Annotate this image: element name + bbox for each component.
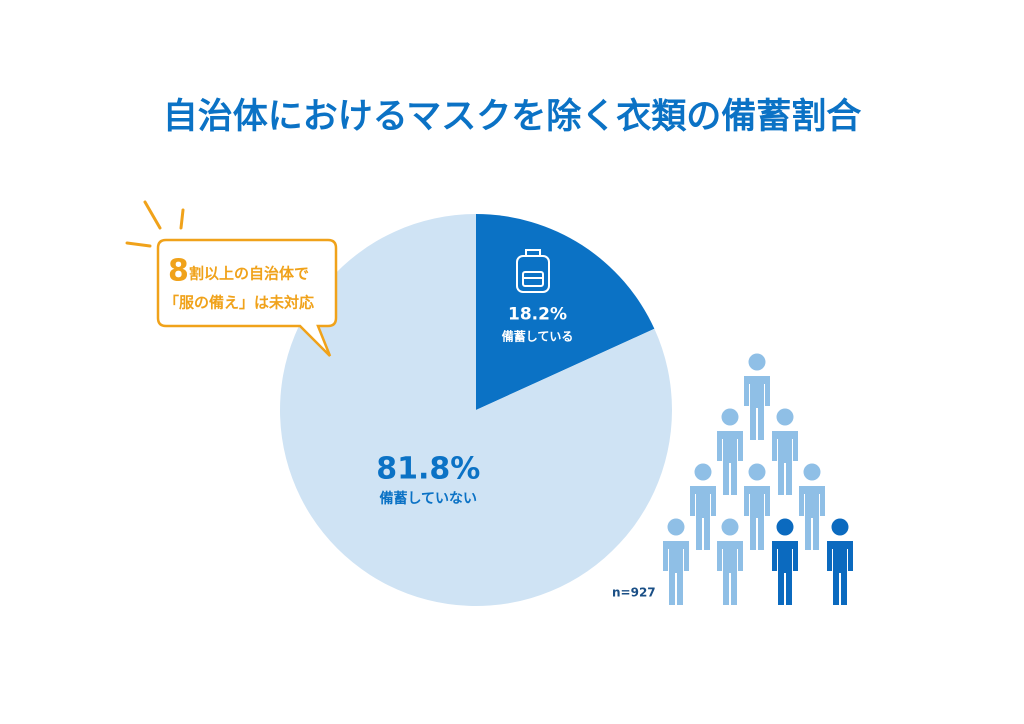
person-body <box>744 486 770 550</box>
callout-number: 8 <box>168 254 189 289</box>
person-head <box>831 518 849 536</box>
value-label: 18.2% <box>508 304 567 324</box>
category-label: 備蓄していない <box>379 490 477 507</box>
person-body <box>744 376 770 440</box>
person-head <box>803 463 821 481</box>
pie-slice <box>280 214 673 606</box>
person-head <box>721 408 739 426</box>
person-body <box>799 486 825 550</box>
person-head <box>694 463 712 481</box>
person-body <box>663 541 689 605</box>
person-head <box>776 408 794 426</box>
chart-title: 自治体におけるマスクを除く衣類の備蓄割合 <box>163 97 862 137</box>
callout-text: 「服の備え」は未対応 <box>164 294 314 312</box>
pie <box>280 214 673 606</box>
value-label: 81.8% <box>376 452 480 487</box>
callout-text: 割以上の自治体で <box>189 265 309 283</box>
person-body <box>827 541 853 605</box>
sample-size: n=927 <box>612 586 656 600</box>
person-body <box>772 431 798 495</box>
person-body <box>717 431 743 495</box>
person-body <box>772 541 798 605</box>
person-body <box>717 541 743 605</box>
person-head <box>667 518 685 536</box>
person-head <box>748 463 766 481</box>
person-body <box>690 486 716 550</box>
people-icons <box>663 353 853 605</box>
person-head <box>721 518 739 536</box>
callout: 8 割以上の自治体で 「服の備え」は未対応 <box>125 200 338 357</box>
person-head <box>748 353 766 371</box>
category-label: 備蓄している <box>502 328 574 343</box>
backpack-icon <box>516 249 550 293</box>
person-head <box>776 518 794 536</box>
pie-slice <box>476 214 655 410</box>
